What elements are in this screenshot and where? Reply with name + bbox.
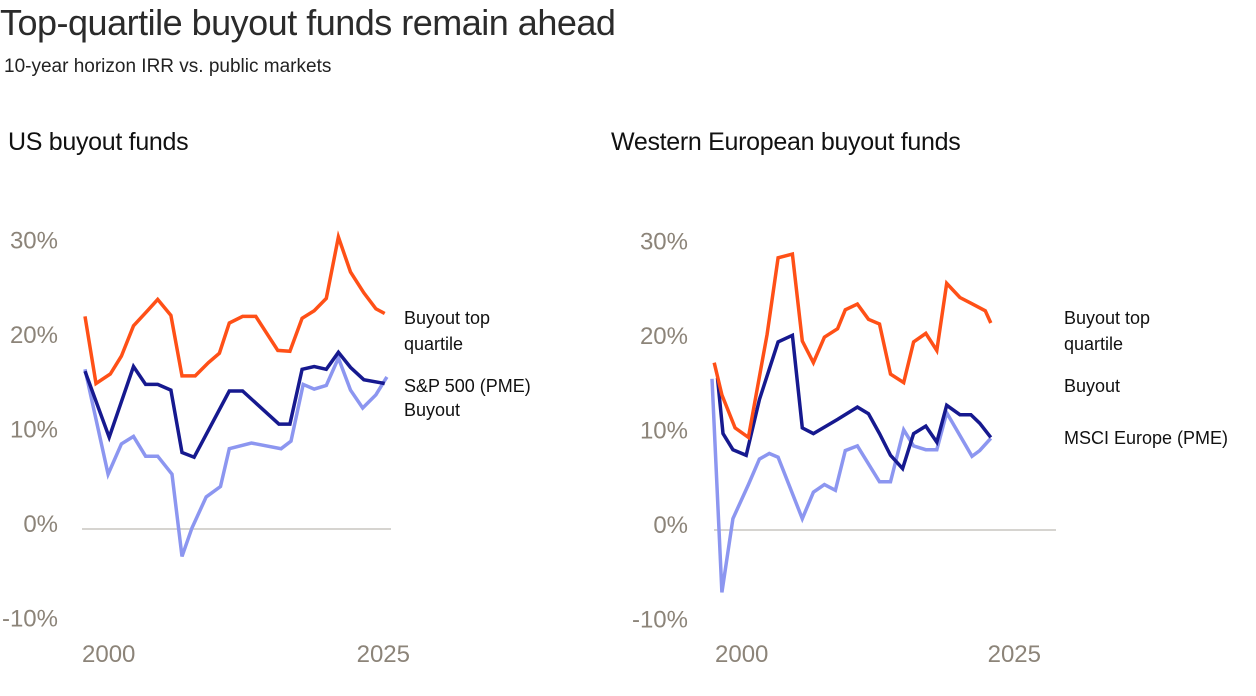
- us-legend-label: quartile: [404, 334, 463, 354]
- europe-legend-label: MSCI Europe (PME): [1064, 428, 1228, 448]
- europe-legend-label: Buyout: [1064, 376, 1120, 396]
- us-x-tick-label: 2000: [82, 641, 135, 668]
- us-y-tick-label: 0%: [23, 511, 58, 538]
- europe-y-tick-label: 0%: [653, 512, 688, 539]
- us-legend-label: Buyout: [404, 400, 460, 420]
- europe-series-buyout-top-quartile: [712, 251, 993, 441]
- us-y-tick-label: 20%: [10, 322, 58, 349]
- us-series-buyout: [83, 349, 386, 460]
- europe-y-tick-label: 20%: [640, 323, 688, 350]
- chart-subtitle: 10-year horizon IRR vs. public markets: [4, 56, 332, 77]
- us-legend-label: S&P 500 (PME): [404, 376, 531, 396]
- us-y-tick-label: -10%: [2, 606, 58, 633]
- europe-series-buyout: [715, 332, 993, 473]
- us-y-tick-label: 30%: [10, 228, 58, 255]
- us-series-s-p-500-pme: [83, 353, 389, 557]
- us-legend-label: Buyout top: [404, 308, 490, 328]
- chart-title: Top-quartile buyout funds remain ahead: [0, 2, 616, 43]
- us-y-tick-label: 10%: [10, 417, 58, 444]
- europe-y-tick-label: 10%: [640, 418, 688, 445]
- us-series-buyout-top-quartile: [83, 230, 386, 387]
- europe-y-tick-label: 30%: [640, 229, 688, 256]
- europe-y-tick-label: -10%: [632, 607, 688, 634]
- panel-title-us: US buyout funds: [8, 128, 189, 156]
- europe-x-tick-label: 2025: [988, 641, 1041, 668]
- us-x-tick-label: 2025: [357, 641, 410, 668]
- europe-series-msci-europe-pme: [710, 378, 993, 593]
- europe-legend-label: Buyout top: [1064, 308, 1150, 328]
- europe-legend-label: quartile: [1064, 334, 1123, 354]
- europe-x-tick-label: 2000: [715, 641, 768, 668]
- panel-title-europe: Western European buyout funds: [611, 128, 961, 156]
